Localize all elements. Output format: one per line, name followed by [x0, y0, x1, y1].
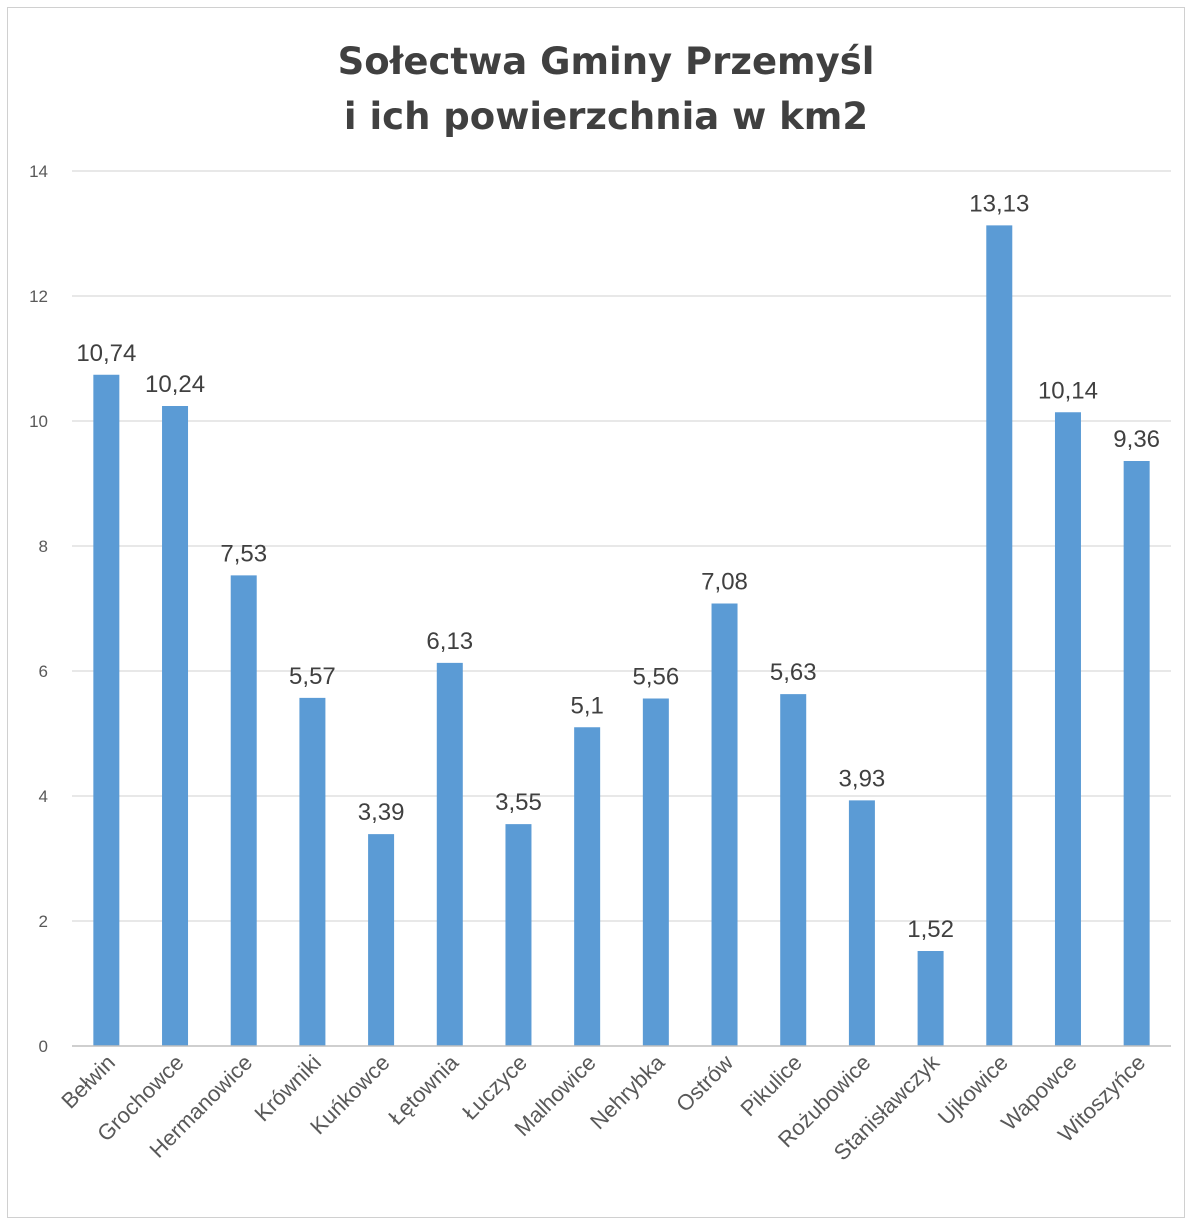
data-label: 5,56 — [632, 664, 679, 691]
bar — [436, 662, 463, 1046]
bar — [574, 727, 601, 1046]
chart-title-line-2: i ich powierzchnia w km2 — [344, 95, 868, 138]
data-label: 3,55 — [495, 789, 542, 816]
bar — [368, 834, 395, 1046]
bar — [986, 225, 1013, 1046]
data-label: 6,13 — [426, 628, 473, 655]
bar — [299, 697, 326, 1046]
data-label: 10,74 — [76, 340, 136, 367]
y-tick-label: 10 — [29, 412, 48, 431]
data-label: 3,39 — [358, 799, 405, 826]
bar — [711, 603, 738, 1046]
bar — [93, 374, 120, 1046]
y-tick-label: 4 — [39, 787, 48, 806]
y-axis-ticks: 0 2 4 6 8 10 12 14 — [29, 162, 48, 1056]
data-label: 9,36 — [1113, 426, 1160, 453]
y-tick-label: 2 — [39, 912, 48, 931]
data-label: 10,14 — [1038, 377, 1098, 404]
bar-chart: Sołectwa Gminy Przemyśl i ich powierzchn… — [29, 40, 1171, 1165]
bar — [230, 575, 257, 1046]
data-label: 7,08 — [701, 569, 748, 596]
x-axis-ticks: BełwinGrochowceHermanowiceKrównikiKuńkow… — [56, 1049, 1150, 1165]
bar — [642, 698, 669, 1046]
data-label: 10,24 — [145, 371, 205, 398]
bar — [505, 824, 532, 1046]
data-label: 5,1 — [570, 692, 603, 719]
bars — [93, 225, 1150, 1046]
y-tick-label: 0 — [39, 1037, 48, 1056]
y-tick-label: 6 — [39, 662, 48, 681]
bar — [1123, 461, 1150, 1046]
y-tick-label: 8 — [39, 537, 48, 556]
bar — [780, 694, 807, 1046]
bar — [1054, 412, 1081, 1046]
bar — [917, 951, 944, 1046]
y-tick-label: 14 — [29, 162, 48, 181]
data-label: 5,63 — [770, 659, 817, 686]
bar — [162, 406, 189, 1046]
chart-frame: Sołectwa Gminy Przemyśl i ich powierzchn… — [7, 7, 1185, 1218]
data-label: 3,93 — [839, 765, 886, 792]
data-label: 1,52 — [907, 916, 954, 943]
y-tick-label: 12 — [29, 287, 48, 306]
x-tick-label: Ostrów — [671, 1050, 738, 1117]
chart-title-line-1: Sołectwa Gminy Przemyśl — [338, 40, 875, 83]
data-label: 5,57 — [289, 663, 336, 690]
x-tick-label: Nehrybka — [585, 1049, 670, 1134]
data-labels: 10,74 10,24 7,53 5,57 3,39 6,13 3,55 5,1 5,56 7,0… — [76, 190, 1160, 943]
x-tick-label: Łętownia — [383, 1049, 463, 1129]
bar — [848, 800, 875, 1046]
data-label: 7,53 — [220, 540, 267, 567]
data-label: 13,13 — [969, 190, 1029, 217]
x-tick-label: Bełwin — [56, 1050, 120, 1114]
